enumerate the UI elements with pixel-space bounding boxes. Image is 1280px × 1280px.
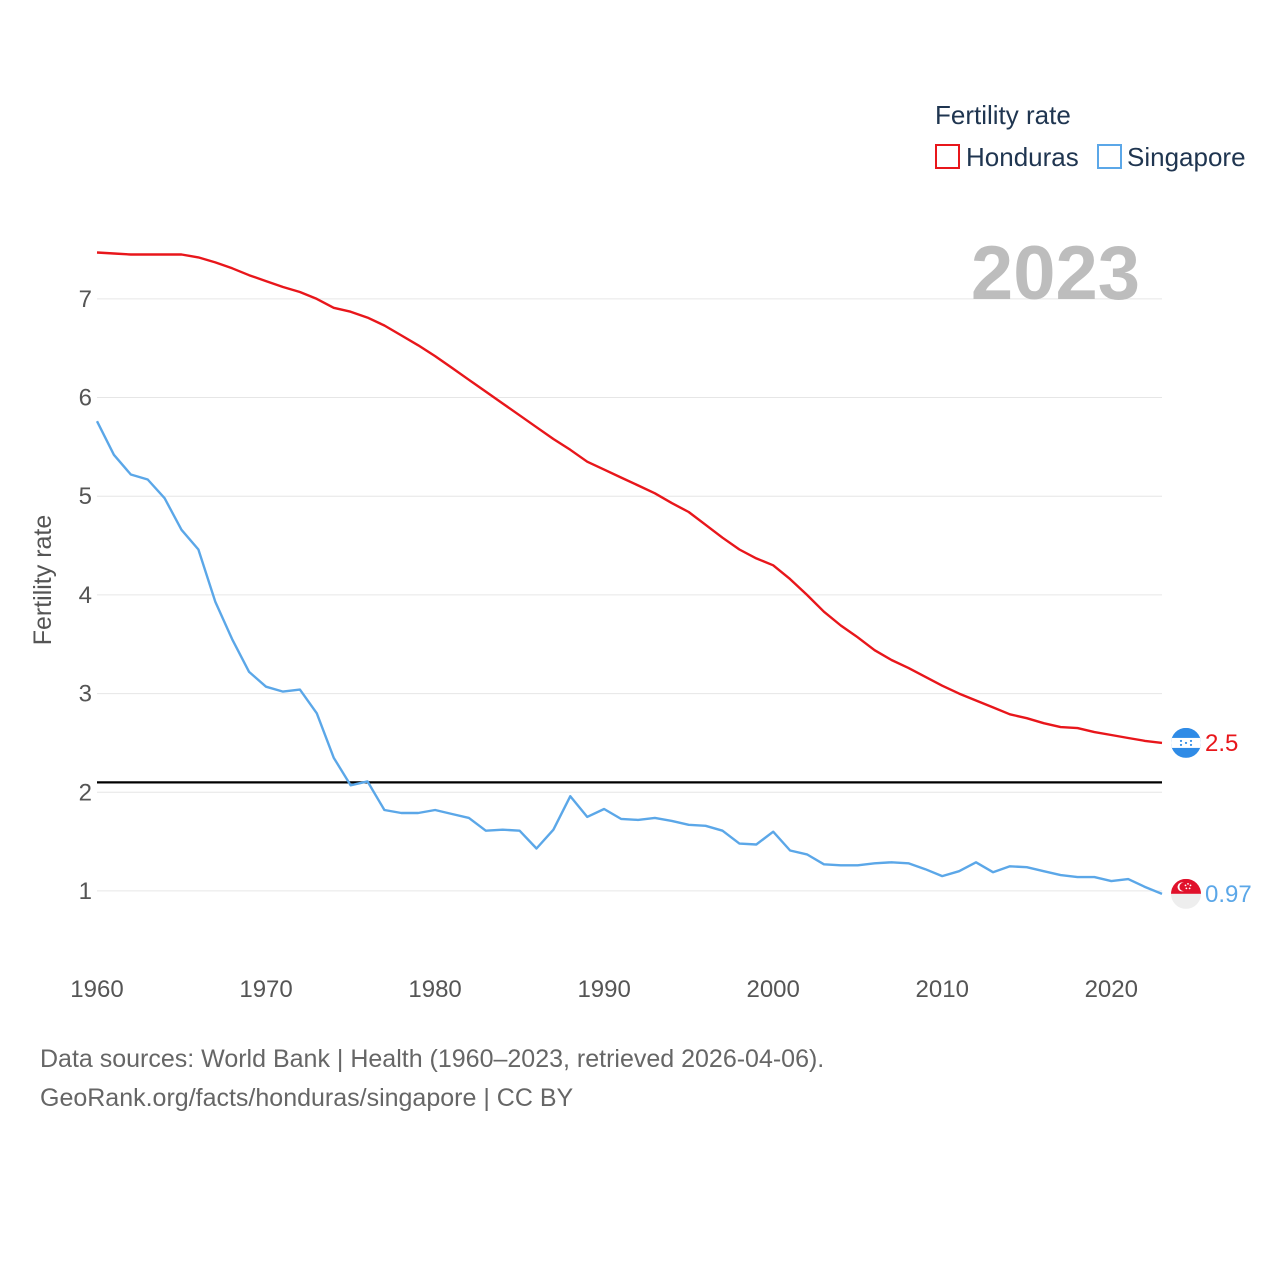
series-end-markers: 2.5 0.97 — [1171, 727, 1252, 909]
x-tick-label-2020: 2020 — [1085, 976, 1138, 1003]
y-axis-title: Fertility rate — [29, 515, 57, 646]
series-lines — [95, 251, 1163, 896]
legend-label-singapore: Singapore — [1127, 142, 1246, 172]
x-tick-label-1990: 1990 — [577, 976, 630, 1003]
current-year-label: 2023 — [971, 231, 1140, 316]
y-tick-label-6: 6 — [79, 385, 92, 412]
flag-star-2 — [1188, 887, 1191, 890]
flag-star-3 — [1185, 887, 1188, 890]
flag-icon-honduras — [1171, 727, 1201, 758]
legend: Fertility rate Honduras Singapore — [935, 100, 1246, 172]
y-tick-label-5: 5 — [79, 483, 92, 510]
legend-item-singapore[interactable]: Singapore — [1097, 142, 1246, 172]
x-tick-label-1960: 1960 — [70, 976, 123, 1003]
legend-swatch-honduras — [935, 144, 960, 169]
flag-star-0 — [1179, 739, 1183, 743]
flag-star-1 — [1189, 739, 1193, 743]
x-axis-ticks: 1960 1970 1980 1990 2000 2010 2020 — [70, 976, 1138, 1003]
y-tick-label-1: 1 — [79, 878, 92, 905]
line-chart: 1 2 3 4 5 6 7 1960 1970 1980 1990 2000 2010 2020 2.5… — [29, 100, 1252, 1003]
series-line-singapore — [95, 420, 1163, 896]
flag-body-honduras — [1171, 727, 1201, 758]
flag-star-3 — [1179, 743, 1183, 747]
flag-star-1 — [1189, 884, 1192, 887]
legend-title: Fertility rate — [935, 100, 1071, 130]
flag-crescent-inner — [1179, 882, 1188, 892]
series-line-honduras — [96, 251, 1163, 745]
legend-item-honduras[interactable]: Honduras — [935, 142, 1079, 172]
y-tick-label-2: 2 — [79, 779, 92, 806]
x-tick-label-1980: 1980 — [408, 976, 461, 1003]
flag-band-white — [1171, 893, 1201, 909]
y-tick-label-3: 3 — [79, 681, 92, 708]
end-value-label-honduras: 2.5 — [1205, 730, 1238, 757]
x-tick-label-2010: 2010 — [916, 976, 969, 1003]
flag-star-4 — [1189, 743, 1193, 747]
flag-star-0 — [1187, 882, 1189, 885]
flag-star-2 — [1184, 741, 1188, 745]
data-source-note: Data sources: World Bank | Health (1960–… — [40, 1045, 825, 1073]
grid-lines — [97, 298, 1162, 892]
source-link[interactable]: GeoRank.org/facts/honduras/singapore | C… — [40, 1084, 574, 1112]
y-tick-label-4: 4 — [79, 582, 92, 609]
flag-star-4 — [1184, 884, 1187, 887]
y-tick-label-7: 7 — [79, 286, 92, 313]
y-axis-ticks: 1 2 3 4 5 6 7 — [79, 286, 92, 905]
legend-label-honduras: Honduras — [966, 142, 1079, 172]
flag-icon-singapore — [1171, 878, 1201, 909]
x-tick-label-1970: 1970 — [239, 976, 292, 1003]
legend-swatch-singapore — [1097, 144, 1122, 169]
end-value-label-singapore: 0.97 — [1205, 881, 1252, 908]
x-tick-label-2000: 2000 — [746, 976, 799, 1003]
flag-body-singapore — [1171, 878, 1201, 909]
